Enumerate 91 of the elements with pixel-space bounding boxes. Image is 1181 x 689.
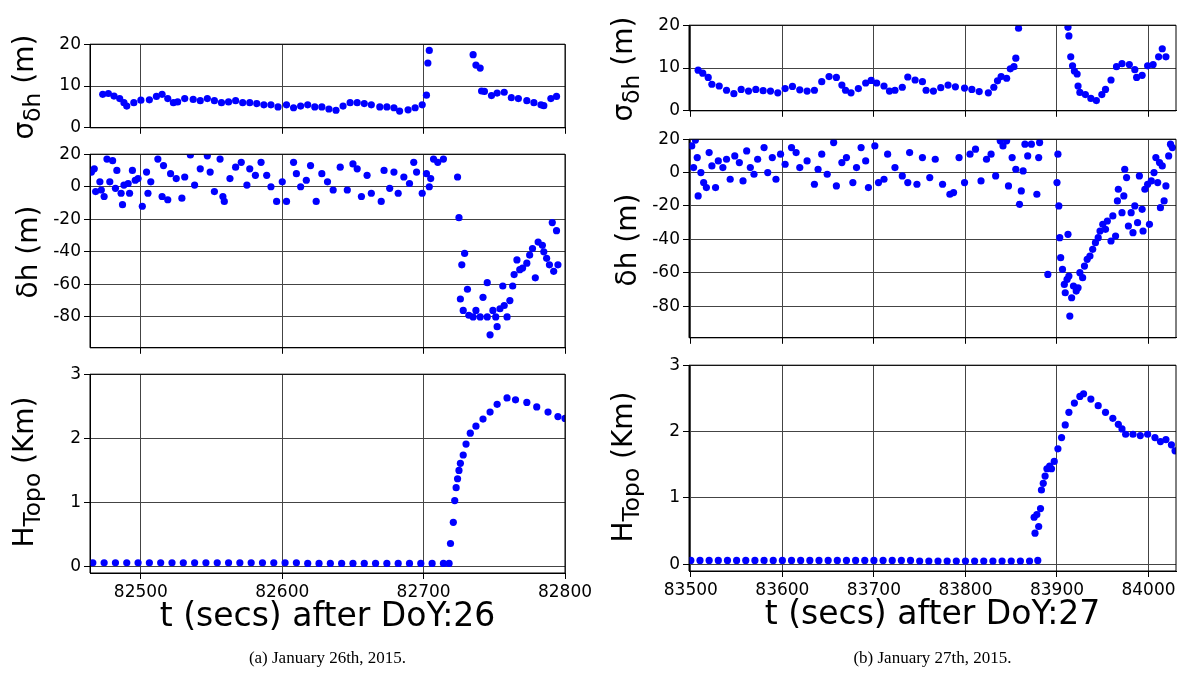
point xyxy=(111,559,120,567)
y-tick-label: 20 xyxy=(658,127,680,148)
y-tick-label: 20 xyxy=(59,142,81,163)
point xyxy=(503,394,511,402)
text: (a) January 26th, 2015. xyxy=(247,648,408,668)
y-tick-label: 0 xyxy=(70,116,81,137)
point xyxy=(338,559,346,567)
point xyxy=(213,559,221,567)
point xyxy=(90,559,97,567)
point xyxy=(445,559,453,567)
point xyxy=(191,559,199,567)
point xyxy=(349,559,357,567)
point xyxy=(145,559,153,567)
point xyxy=(168,559,176,567)
point xyxy=(446,539,455,548)
y-tick-label: -20 xyxy=(652,194,680,215)
point xyxy=(405,559,414,567)
x-tick-label: 82700 xyxy=(396,580,451,601)
y-tick-label: 20 xyxy=(59,32,81,53)
point xyxy=(533,403,541,411)
x-tick-label: 83800 xyxy=(938,578,993,599)
y-tick-label: -20 xyxy=(53,207,81,228)
point xyxy=(179,559,187,567)
text: (b) January 27th, 2015. xyxy=(852,648,1013,668)
point xyxy=(486,408,494,416)
point xyxy=(258,559,267,567)
x-tick-label: 84000 xyxy=(1121,578,1176,599)
y-tick-label: 2 xyxy=(70,426,81,447)
point xyxy=(281,559,289,567)
point xyxy=(236,559,244,567)
point xyxy=(123,559,131,567)
y-tick-label: -60 xyxy=(652,261,680,282)
point xyxy=(455,466,463,474)
point xyxy=(134,559,142,567)
point xyxy=(493,400,501,408)
x-tick-label: 82600 xyxy=(255,580,310,601)
y-tick-label: 20 xyxy=(658,13,680,34)
y-tick-label: 0 xyxy=(669,99,680,120)
y-tick-label: 0 xyxy=(669,161,680,181)
y-axis-title: δh (m) xyxy=(610,193,643,286)
point xyxy=(456,459,464,467)
point xyxy=(304,559,312,567)
point xyxy=(459,451,467,459)
y-tick-label: -40 xyxy=(53,240,81,261)
y-tick-label: 2 xyxy=(669,420,680,441)
point xyxy=(326,559,334,567)
point xyxy=(292,559,300,567)
point xyxy=(360,559,368,567)
point xyxy=(453,475,462,483)
point xyxy=(100,559,108,567)
point xyxy=(157,559,165,567)
point xyxy=(554,412,562,421)
y-tick-label: 1 xyxy=(70,490,81,511)
y-tick-label: 0 xyxy=(70,175,81,196)
point xyxy=(202,559,210,567)
point xyxy=(462,440,470,448)
point xyxy=(523,398,531,407)
y-axis-title: δh (m) xyxy=(11,205,44,299)
y-tick-label: 0 xyxy=(669,552,680,573)
point xyxy=(479,415,487,423)
point xyxy=(315,559,323,567)
point xyxy=(371,559,380,567)
point xyxy=(417,559,425,567)
y-tick-label: 1 xyxy=(669,486,680,507)
point xyxy=(451,496,459,505)
x-tick-label: 82800 xyxy=(537,580,593,601)
point xyxy=(466,429,474,437)
y-tick-label: 10 xyxy=(658,56,680,77)
point xyxy=(439,559,448,567)
y-tick-label: -40 xyxy=(652,227,680,248)
y-tick-label: 3 xyxy=(70,362,81,383)
point xyxy=(383,559,391,567)
x-tick-label: 83900 xyxy=(1029,578,1085,599)
point xyxy=(449,518,457,526)
x-tick-label: 83500 xyxy=(663,578,718,599)
point xyxy=(247,559,255,567)
x-tick-label: 83700 xyxy=(846,578,901,599)
point xyxy=(452,484,460,492)
y-tick-label: -60 xyxy=(53,272,81,293)
point xyxy=(511,396,520,404)
y-tick-label: 10 xyxy=(59,74,81,95)
point xyxy=(544,408,552,416)
point xyxy=(472,422,480,430)
point xyxy=(270,559,278,567)
point xyxy=(224,559,233,567)
y-tick-label: -80 xyxy=(652,294,680,315)
y-tick-label: 0 xyxy=(70,555,81,576)
y-tick-label: -80 xyxy=(53,305,81,326)
point xyxy=(394,559,402,567)
y-tick-label: 3 xyxy=(669,353,680,374)
point xyxy=(428,559,436,567)
